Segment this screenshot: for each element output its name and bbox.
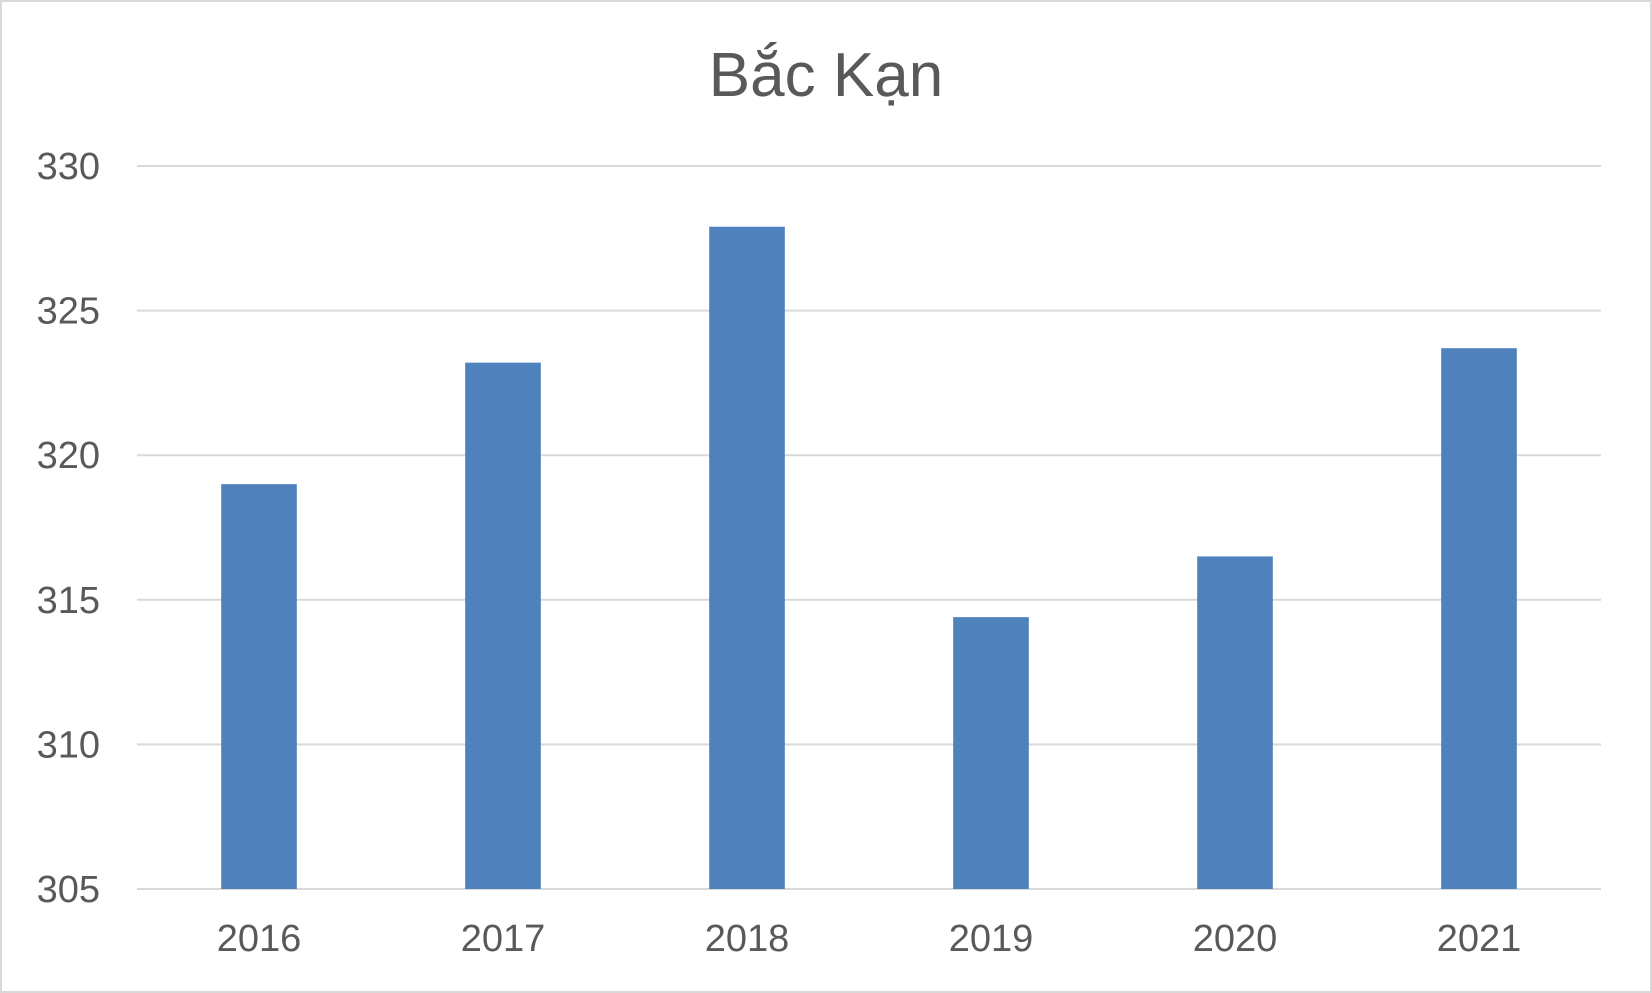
x-axis-tick-labels: 2016 2017 2018 2019 2020 2021 [217,918,1522,960]
y-tick-label: 315 [37,580,100,622]
y-tick-label: 310 [37,724,100,766]
bars [221,226,1517,889]
x-tick-label: 2018 [705,918,790,960]
bar-2020 [1197,556,1273,889]
y-tick-label: 330 [37,146,100,188]
y-tick-label: 325 [37,291,100,333]
y-tick-label: 320 [37,435,100,477]
gridlines [137,165,1601,890]
x-tick-label: 2017 [461,918,546,960]
x-tick-label: 2021 [1437,918,1522,960]
bar-2021 [1441,348,1517,889]
y-axis-tick-labels: 305 310 315 320 325 330 [37,146,100,911]
chart-title: Bắc Kạn [709,41,943,110]
bar-2016 [221,484,297,889]
y-tick-label: 305 [37,869,100,911]
bar-2019 [953,617,1029,889]
bar-2018 [709,226,785,889]
x-tick-label: 2016 [217,918,302,960]
x-tick-label: 2019 [949,918,1034,960]
x-tick-label: 2020 [1193,918,1278,960]
bar-2017 [465,362,541,889]
